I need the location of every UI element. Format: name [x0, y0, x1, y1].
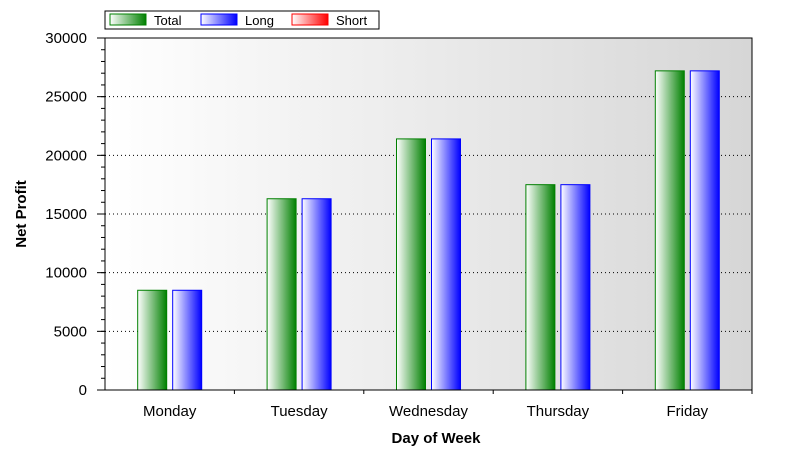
- legend-swatch-short: [291, 13, 329, 26]
- y-tick-label: 10000: [45, 265, 87, 282]
- bar-total-wednesday: [396, 138, 426, 391]
- legend-swatch-total: [109, 13, 147, 26]
- x-tick-label: Tuesday: [271, 403, 328, 420]
- bars: [137, 70, 720, 391]
- x-axis: Monday Tuesday Wednesday Thursday Friday: [105, 389, 753, 420]
- y-axis-title: Net Profit: [13, 180, 30, 248]
- legend-label-total: Total: [154, 13, 182, 28]
- x-tick-label: Thursday: [527, 403, 590, 420]
- bar-total-monday: [137, 289, 168, 391]
- bar-total-friday: [654, 70, 685, 391]
- x-tick-label: Wednesday: [389, 403, 468, 420]
- bar-long-thursday: [560, 184, 591, 391]
- bar-long-monday: [172, 289, 203, 391]
- bar-total-thursday: [525, 184, 556, 391]
- plot-area: [104, 37, 753, 391]
- y-tick-label: 15000: [45, 206, 87, 223]
- y-tick-label: 25000: [45, 89, 87, 106]
- legend-label-short: Short: [336, 13, 367, 28]
- x-tick-label: Friday: [666, 403, 708, 420]
- y-axis: 0 5000 10000 15000 20000 25000 30000: [45, 30, 106, 399]
- y-tick-label: 0: [79, 382, 87, 399]
- legend-label-long: Long: [245, 13, 274, 28]
- x-axis-title: Day of Week: [392, 430, 482, 447]
- legend-swatch-long: [200, 13, 238, 26]
- bar-long-tuesday: [301, 198, 332, 391]
- bar-total-tuesday: [266, 198, 297, 391]
- bar-long-wednesday: [431, 138, 461, 391]
- legend: Total Long Short: [104, 10, 380, 30]
- x-tick-label: Monday: [143, 403, 197, 420]
- y-tick-label: 30000: [45, 30, 87, 47]
- y-tick-label: 5000: [54, 323, 87, 340]
- bar-long-friday: [689, 70, 720, 391]
- y-tick-label: 20000: [45, 147, 87, 164]
